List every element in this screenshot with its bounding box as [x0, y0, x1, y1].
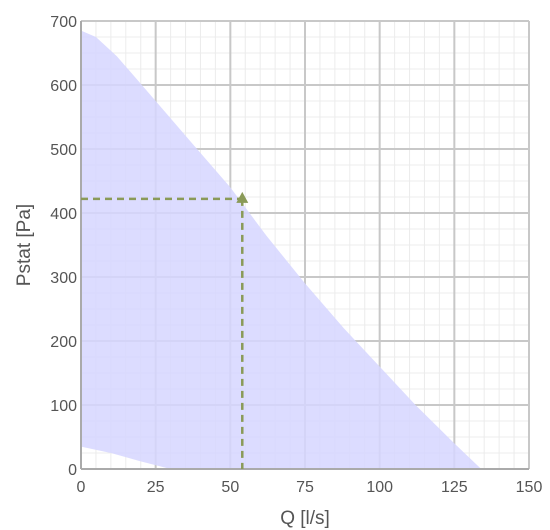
y-tick-label: 0	[68, 462, 77, 479]
x-tick-label: 150	[516, 479, 543, 496]
x-tick-label: 100	[366, 479, 393, 496]
x-tick-label: 125	[441, 479, 468, 496]
operating-point-marker	[236, 191, 249, 203]
y-axis-title: Pstat [Pa]	[14, 204, 35, 286]
y-tick-label: 700	[50, 14, 77, 31]
x-tick-label: 0	[77, 479, 86, 496]
y-tick-labels: 0 100 200 300 400 500 600 700	[50, 14, 77, 479]
y-tick-label: 300	[50, 270, 77, 287]
y-tick-label: 100	[50, 398, 77, 415]
y-tick-label: 400	[50, 206, 77, 223]
x-tick-label: 75	[296, 479, 314, 496]
y-tick-label: 500	[50, 142, 77, 159]
y-tick-label: 200	[50, 334, 77, 351]
operating-area	[81, 30, 482, 469]
x-tick-labels: 0 25 50 75 100 125 150	[77, 479, 543, 496]
axes	[80, 21, 529, 470]
x-axis-title: Q [l/s]	[280, 508, 330, 529]
x-tick-label: 50	[221, 479, 239, 496]
x-tick-label: 25	[147, 479, 165, 496]
y-tick-label: 600	[50, 78, 77, 95]
